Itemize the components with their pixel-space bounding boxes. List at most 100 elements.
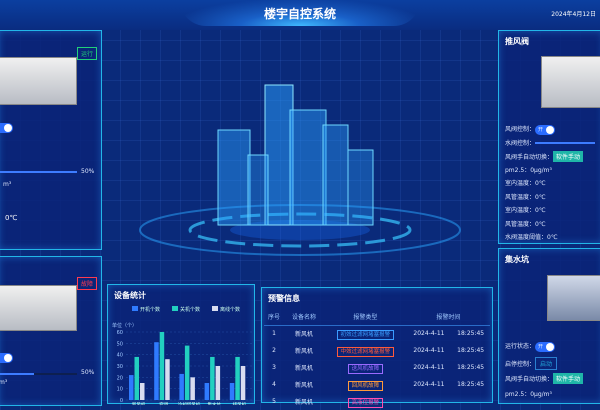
action-button[interactable]: 软件手动 [553,151,584,162]
legend-label: 开机个数 [140,306,160,313]
bar [154,342,159,400]
power-toggle[interactable] [0,353,13,363]
alarm-type-badge: 送风机故障 [347,363,384,374]
legend-label: 关机个数 [180,306,200,313]
legend-swatch [172,306,178,311]
legend-swatch [132,306,138,311]
row-label: 风管温度：0℃ [505,220,546,228]
table-row[interactable]: 5 新风机 高液位报警 [264,393,490,410]
bar [229,383,235,400]
info-row: 风管温度：0℃ [505,192,546,201]
row-time: 18:25:45 [457,330,485,338]
action-button[interactable]: 软件手动 [553,373,584,384]
table-header: 序号 设备名称 报警类型 报警时间 [264,308,490,325]
row-time [451,393,490,410]
alarm-type-badge: 初效过滤网堵塞报警 [336,329,395,340]
y-tick-label: 40 [117,353,123,359]
panel-title: 预警信息 [268,294,300,303]
panel-title: 设备统计 [114,291,146,300]
row-device: 新风机 [294,365,313,372]
col-device: 设备名称 [291,313,316,321]
x-tick-label: 集水坑 [207,401,221,405]
row-time: 18:25:45 [457,381,485,388]
info-row: 运行状态：开 [505,341,556,352]
y-axis-label: 单位（个） [112,322,137,329]
action-button[interactable]: 启动 [535,357,558,370]
bar [159,332,165,400]
y-tick-label: 0 [120,398,123,404]
alarm-type-badge: 回风机故障 [347,380,384,391]
alarm-type-badge: 中效过滤网堵塞报警 [336,346,395,357]
alarm-type-badge: 高液位报警 [347,397,384,408]
bar [210,356,215,400]
y-tick-label: 60 [117,330,123,336]
info-row: 风阀手自动切换： 软件手动 [505,151,584,162]
row-type-cell: 高液位报警 [324,393,407,410]
header: 楼宇自控系统 2024年4月12日 [0,0,600,30]
status-tag: 故障 [76,277,97,290]
speed-slider[interactable] [0,373,77,375]
bar [240,366,246,400]
alarm-panel: 预警信息 序号 设备名称 报警类型 报警时间 1 新风机 初效过滤网堵塞报警 2… [261,287,493,408]
row-label: 室内温度：0℃ [505,207,546,214]
row-date: 2024-4-11 [413,347,445,354]
row-label: 水阀控制： [505,139,536,147]
row-label: 室内温度：0℃ [505,180,546,187]
y-tick-label: 50 [117,341,123,347]
water-valve-slider[interactable] [535,142,596,144]
slider-value: 50% [81,369,95,376]
row-time: 18:25:45 [457,364,485,371]
info-row: 风阀手自动切换： 软件手动 [505,373,584,384]
row-label: pm2.5：0μg/m³ [505,391,552,398]
row-label: 启停控制： [505,361,536,368]
toggle-switch[interactable]: 开 [535,341,556,352]
bar [134,356,139,400]
row-device: 新风机 [294,382,313,389]
col-type: 报警类型 [353,313,378,321]
row-no: 4 [272,381,276,388]
table-row[interactable]: 3 新风机 送风机故障 2024-4-11 18:25:45 [264,359,490,376]
pump-image [547,275,600,321]
y-tick-label: 10 [117,387,123,393]
row-no: 2 [272,347,276,354]
table-row[interactable]: 1 新风机 初效过滤网堵塞报警 2024-4-11 18:25:45 [264,325,490,342]
bar [165,359,170,400]
row-date: 2024-4-11 [413,330,445,338]
table-row[interactable]: 2 新风机 中效过滤网堵塞报警 2024-4-11 18:25:45 [264,342,490,359]
row-type-cell: 回风机故障 [324,376,407,393]
row-label: 水阀温度阈值：0℃ [505,234,558,241]
y-tick-label: 20 [117,375,123,381]
bar [204,383,210,400]
bar [140,383,145,400]
slider-value: 50% [81,168,95,175]
row-device: 新风机 [294,331,313,339]
info-row: 室内温度：0℃ [505,205,546,214]
left-top-panel: 运行 50% m³ 0℃ [0,30,102,250]
row-device: 新风机 [294,399,313,406]
row-no: 3 [272,364,276,371]
info-row: 水阀温度阈值：0℃ [505,232,558,241]
row-label: 风阀控制： [505,126,536,133]
bar [190,377,195,400]
speed-slider[interactable] [0,171,77,173]
air-handler-image [0,57,77,105]
table-row[interactable]: 4 新风机 回风机故障 2024-4-11 18:25:45 [264,376,490,393]
row-type-cell: 送风机故障 [324,359,407,376]
info-row: 启停控制： 启动 [505,357,558,370]
row-device: 新风机 [294,348,313,355]
unit-text: m³ [0,379,8,386]
info-row: 室内温度：0℃ [505,178,546,187]
x-tick-label: 空调 [159,401,168,405]
building-hologram [139,84,461,256]
info-row: 风管温度：0℃ [505,219,546,228]
y-tick-label: 30 [117,364,123,370]
status-tag: 运行 [76,47,97,60]
col-time: 报警时间 [436,313,461,321]
unit-text: m³ [3,181,12,188]
date-display: 2024年4月12日 [551,11,596,18]
power-toggle[interactable] [0,123,13,133]
title-bar: 楼宇自控系统 [180,0,420,26]
info-row: 风阀控制：开 [505,124,556,135]
toggle-switch[interactable]: 开 [535,124,556,135]
